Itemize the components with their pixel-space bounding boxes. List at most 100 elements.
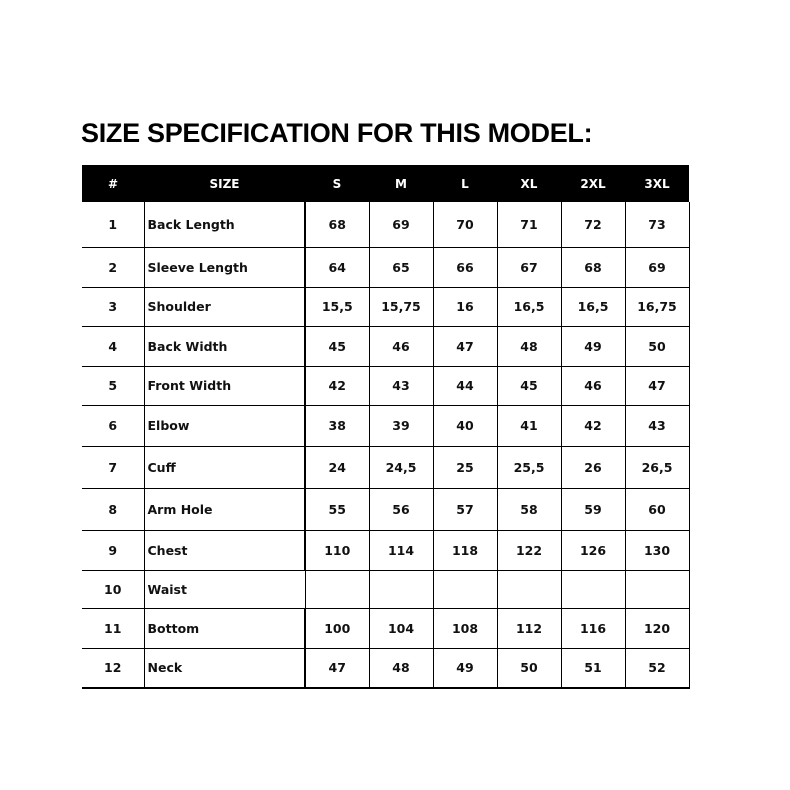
row-number: 9: [82, 530, 145, 571]
size-value: 112: [497, 608, 562, 649]
size-value: 59: [561, 488, 626, 531]
size-value: 46: [561, 366, 626, 406]
measurement-name: Neck: [144, 648, 306, 689]
row-number: 2: [82, 247, 145, 288]
size-value: 43: [369, 366, 434, 406]
size-value: 25: [433, 446, 498, 489]
size-value: 114: [369, 530, 434, 571]
table-header-row: # SIZE S M L XL 2XL 3XL: [82, 165, 689, 202]
column-header: M: [369, 165, 433, 202]
size-value: 108: [433, 608, 498, 649]
table-row: 4 Back Width 45 46 47 48 49 50: [82, 326, 690, 367]
measurement-name: Bottom: [144, 608, 306, 649]
size-value: 67: [497, 247, 562, 288]
size-value: 45: [305, 326, 370, 367]
size-value: 126: [561, 530, 626, 571]
size-value: 38: [305, 405, 370, 447]
row-number: 10: [82, 570, 145, 609]
size-value: 58: [497, 488, 562, 531]
size-value: 39: [369, 405, 434, 447]
size-value: 69: [369, 202, 434, 248]
size-value: 48: [497, 326, 562, 367]
measurement-name: Elbow: [144, 405, 306, 447]
column-header: 3XL: [625, 165, 689, 202]
size-value: 16,5: [561, 287, 626, 327]
measurement-name: Back Length: [144, 202, 306, 248]
measurement-name: Chest: [144, 530, 306, 571]
size-value: 50: [625, 326, 690, 367]
size-value: 120: [625, 608, 690, 649]
size-value: [369, 570, 434, 609]
size-value: 48: [369, 648, 434, 689]
table-row: 1 Back Length 68 69 70 71 72 73: [82, 202, 690, 248]
measurement-name: Front Width: [144, 366, 306, 406]
measurement-name: Waist: [144, 570, 306, 609]
size-value: 69: [625, 247, 690, 288]
size-value: 40: [433, 405, 498, 447]
measurement-name: Cuff: [144, 446, 306, 489]
size-value: 42: [305, 366, 370, 406]
size-value: 65: [369, 247, 434, 288]
page-title: SIZE SPECIFICATION FOR THIS MODEL:: [81, 118, 593, 148]
table-row: 6 Elbow 38 39 40 41 42 43: [82, 405, 690, 447]
size-value: 55: [305, 488, 370, 531]
column-header: 2XL: [561, 165, 625, 202]
size-value: 26,5: [625, 446, 690, 489]
size-value: 16,75: [625, 287, 690, 327]
size-value: 118: [433, 530, 498, 571]
row-number: 6: [82, 405, 145, 447]
row-number: 8: [82, 488, 145, 531]
size-value: 15,5: [305, 287, 370, 327]
table-row: 11 Bottom 100 104 108 112 116 120: [82, 608, 690, 649]
size-value: 24: [305, 446, 370, 489]
measurement-name: Arm Hole: [144, 488, 306, 531]
column-header: L: [433, 165, 497, 202]
column-header: XL: [497, 165, 561, 202]
size-value: 116: [561, 608, 626, 649]
size-value: 15,75: [369, 287, 434, 327]
table-row: 12 Neck 47 48 49 50 51 52: [82, 648, 690, 689]
table-row: 5 Front Width 42 43 44 45 46 47: [82, 366, 690, 406]
size-value: [305, 570, 370, 609]
row-number: 1: [82, 202, 145, 248]
size-value: 57: [433, 488, 498, 531]
size-value: 68: [305, 202, 370, 248]
measurement-name: Sleeve Length: [144, 247, 306, 288]
size-value: 56: [369, 488, 434, 531]
size-value: 43: [625, 405, 690, 447]
size-value: 44: [433, 366, 498, 406]
size-value: 26: [561, 446, 626, 489]
size-value: 70: [433, 202, 498, 248]
size-value: 49: [433, 648, 498, 689]
table-row: 2 Sleeve Length 64 65 66 67 68 69: [82, 247, 690, 288]
table-row: 3 Shoulder 15,5 15,75 16 16,5 16,5 16,75: [82, 287, 690, 327]
column-header: #: [82, 165, 144, 202]
size-value: 49: [561, 326, 626, 367]
size-value: 110: [305, 530, 370, 571]
size-value: 72: [561, 202, 626, 248]
size-value: 42: [561, 405, 626, 447]
size-value: 122: [497, 530, 562, 571]
measurement-name: Back Width: [144, 326, 306, 367]
size-value: 47: [625, 366, 690, 406]
size-value: 104: [369, 608, 434, 649]
size-value: 68: [561, 247, 626, 288]
size-value: 16: [433, 287, 498, 327]
size-value: [561, 570, 626, 609]
row-number: 3: [82, 287, 145, 327]
size-value: [625, 570, 690, 609]
size-value: 51: [561, 648, 626, 689]
table-row: 9 Chest 110 114 118 122 126 130: [82, 530, 690, 571]
row-number: 5: [82, 366, 145, 406]
size-value: 52: [625, 648, 690, 689]
size-value: 45: [497, 366, 562, 406]
size-table: # SIZE S M L XL 2XL 3XL 1 Back Length 68 69 70 71 72 7…: [82, 165, 690, 689]
size-value: 73: [625, 202, 690, 248]
row-number: 12: [82, 648, 145, 689]
size-value: [433, 570, 498, 609]
size-value: 100: [305, 608, 370, 649]
row-number: 4: [82, 326, 145, 367]
size-value: 25,5: [497, 446, 562, 489]
row-number: 11: [82, 608, 145, 649]
row-number: 7: [82, 446, 145, 489]
